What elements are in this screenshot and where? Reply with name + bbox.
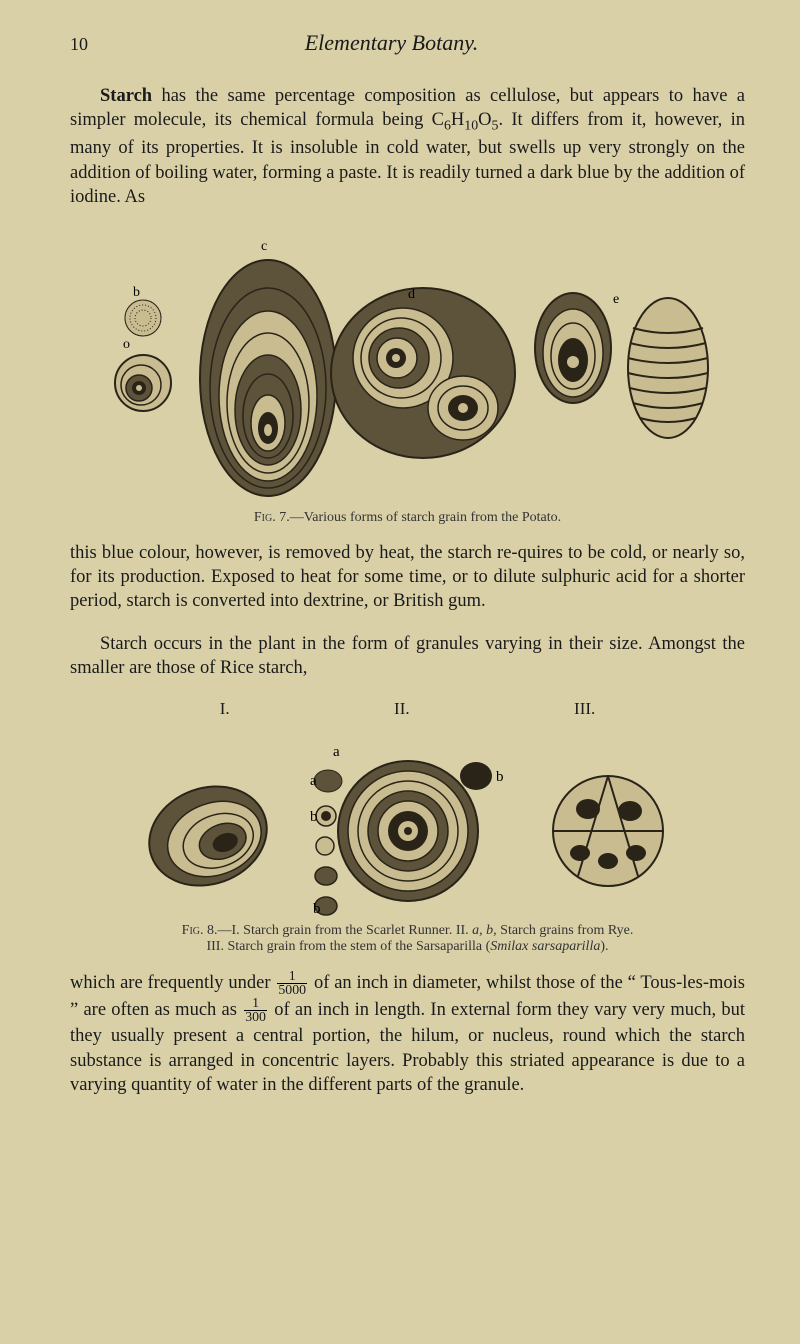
- figure-8: I. II. III.: [70, 699, 745, 955]
- paragraph-2b: Starch occurs in the plant in the form o…: [70, 632, 745, 681]
- figure-7: b o c d: [70, 228, 745, 526]
- figure-7-caption: Fig. 7.—Various forms of starch grain fr…: [254, 510, 561, 526]
- paragraph-3: which are frequently under 15000 of an i…: [70, 970, 745, 1098]
- figure-7-illustration: b o c d: [93, 228, 723, 508]
- svg-text:e: e: [613, 292, 619, 307]
- svg-text:d: d: [408, 287, 415, 302]
- paragraph-1: Starch has the same percentage compositi…: [70, 84, 745, 210]
- label-a: a: [310, 773, 317, 789]
- label-b2: b: [313, 901, 321, 917]
- label-a-top: a: [333, 744, 340, 760]
- figure-8-caption: Fig. 8.—I. Starch grain from the Scarlet…: [182, 923, 634, 955]
- figure-8-numerals: I. II. III.: [138, 699, 678, 719]
- term-starch: Starch: [100, 86, 152, 106]
- paragraph-2: this blue colour, however, is removed by…: [70, 541, 745, 614]
- label-b3: b: [496, 769, 504, 785]
- book-title: Elementary Botany.: [38, 30, 745, 56]
- page-header: 10 Elementary Botany.: [70, 30, 745, 56]
- label-b1: b: [310, 809, 318, 825]
- fraction-1-300: 1300: [242, 997, 269, 1024]
- svg-text:o: o: [123, 337, 130, 352]
- figure-8-illustration: a a b b b: [118, 721, 698, 921]
- svg-text:b: b: [133, 285, 140, 300]
- fraction-1-5000: 15000: [275, 970, 309, 997]
- svg-text:c: c: [261, 239, 267, 254]
